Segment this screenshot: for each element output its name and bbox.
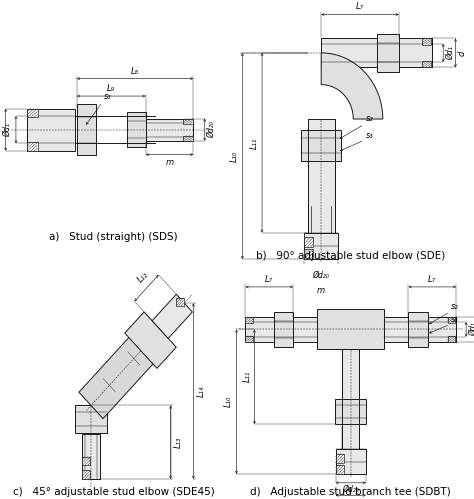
Text: Ød₂₀: Ød₂₀	[313, 271, 329, 280]
Text: L₁₃: L₁₃	[174, 437, 183, 448]
Text: Ød₂₀: Ød₂₀	[342, 485, 359, 495]
Text: L₁₂: L₁₂	[136, 270, 151, 284]
Text: L₁₄: L₁₄	[197, 385, 206, 397]
Bar	[447, 336, 456, 342]
Text: Ød₁: Ød₁	[469, 322, 474, 336]
Bar	[82, 434, 100, 479]
Bar	[27, 109, 37, 117]
Bar	[27, 142, 37, 151]
Bar	[304, 237, 313, 248]
Text: Ød₂₀: Ød₂₀	[208, 121, 217, 138]
Text: s₃: s₃	[365, 131, 374, 140]
Bar	[75, 405, 107, 433]
Bar	[447, 317, 456, 323]
Bar	[183, 136, 193, 141]
Text: L₇: L₇	[356, 2, 364, 11]
Text: L₉: L₉	[107, 84, 115, 93]
Bar	[384, 317, 456, 342]
Text: L₁₁: L₁₁	[250, 137, 259, 149]
Bar	[82, 457, 91, 465]
Text: Ød₁: Ød₁	[3, 123, 12, 137]
Text: L₇: L₇	[428, 275, 436, 284]
Text: m: m	[346, 498, 355, 499]
Bar	[321, 38, 432, 67]
Polygon shape	[152, 294, 192, 338]
Text: s₂: s₂	[451, 301, 459, 310]
Text: Ød₁: Ød₁	[446, 46, 455, 60]
Bar	[304, 233, 338, 259]
Text: c)   45° adjustable stud elbow (SDE45): c) 45° adjustable stud elbow (SDE45)	[13, 487, 215, 497]
Bar	[304, 249, 313, 259]
Bar	[183, 118, 193, 124]
Text: L₁₀: L₁₀	[229, 150, 238, 162]
Bar	[342, 349, 359, 449]
Text: d: d	[0, 127, 3, 132]
Bar	[246, 336, 253, 342]
Text: d)   Adjustable stud branch tee (SDBT): d) Adjustable stud branch tee (SDBT)	[250, 487, 451, 497]
Bar	[308, 119, 335, 233]
Text: L₁₀: L₁₀	[224, 396, 233, 407]
Text: m: m	[317, 285, 325, 294]
Bar	[274, 312, 293, 347]
Bar	[336, 449, 366, 474]
Bar	[377, 34, 399, 72]
Bar	[146, 118, 193, 141]
Text: s₂: s₂	[365, 114, 374, 123]
Text: L₁₁: L₁₁	[243, 371, 252, 382]
Bar	[246, 317, 317, 342]
Bar	[128, 112, 146, 147]
Text: m: m	[165, 158, 173, 167]
Text: L₇: L₇	[265, 275, 273, 284]
Text: L₈: L₈	[131, 66, 139, 75]
Bar	[27, 109, 75, 151]
Text: a)   Stud (straight) (SDS): a) Stud (straight) (SDS)	[49, 232, 178, 242]
Bar	[317, 309, 384, 349]
Bar	[77, 104, 96, 155]
Text: d: d	[458, 50, 467, 55]
Bar	[246, 317, 253, 323]
Bar	[301, 130, 341, 161]
Polygon shape	[79, 325, 164, 419]
Bar	[422, 61, 431, 67]
Text: b)   90° adjustable stud elbow (SDE): b) 90° adjustable stud elbow (SDE)	[256, 250, 446, 260]
Polygon shape	[125, 312, 176, 368]
Bar	[336, 454, 344, 463]
Bar	[336, 465, 344, 474]
Text: s₃: s₃	[103, 92, 111, 101]
Bar	[409, 312, 428, 347]
Text: s₃: s₃	[451, 315, 459, 324]
Bar	[422, 38, 431, 45]
Polygon shape	[321, 53, 383, 119]
Bar	[82, 470, 91, 479]
Bar	[335, 399, 366, 424]
Bar	[176, 297, 183, 305]
